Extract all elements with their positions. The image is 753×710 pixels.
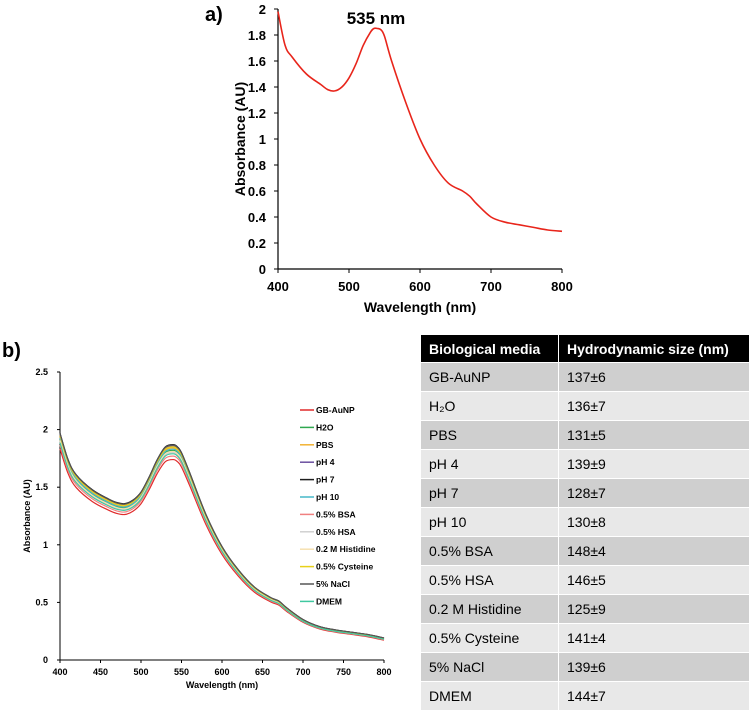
legend-label: 0.5% BSA [316, 509, 356, 519]
media-cell: 0.5% Cysteine [421, 624, 559, 653]
size-cell: 125±9 [559, 595, 750, 624]
size-cell: 128±7 [559, 479, 750, 508]
size-cell: 148±4 [559, 537, 750, 566]
size-cell: 137±6 [559, 363, 750, 392]
y-axis-title: Absorbance (AU) [22, 479, 32, 553]
media-cell: pH 10 [421, 508, 559, 537]
chart-a: 0 0.2 0.4 0.6 0.8 1 1.2 1.4 1.6 1.8 2 400 500 600 700 8… [0, 0, 753, 330]
y-tick-label: 0.5 [35, 597, 48, 607]
series-line-0-5-bsa [60, 445, 384, 640]
legend-label: 5% NaCl [316, 579, 350, 589]
size-cell: 136±7 [559, 392, 750, 421]
x-tick-label: 400 [267, 279, 289, 294]
x-tick-label: 700 [480, 279, 502, 294]
header-size: Hydrodynamic size (nm) [559, 335, 750, 363]
media-cell: 0.5% HSA [421, 566, 559, 595]
x-tick-label: 600 [214, 667, 229, 677]
size-cell: 144±7 [559, 682, 750, 710]
y-tick-label: 2 [259, 2, 266, 17]
y-tick-label: 2.5 [35, 367, 48, 377]
y-tick-label: 0.4 [248, 210, 267, 225]
media-cell: 0.2 M Histidine [421, 595, 559, 624]
media-cell: H₂O [421, 392, 559, 421]
y-tick-label: 0 [259, 262, 266, 277]
y-tick-label: 1.6 [248, 54, 266, 69]
x-tick-label: 700 [295, 667, 310, 677]
peak-annotation: 535 nm [347, 9, 406, 28]
media-cell: pH 4 [421, 450, 559, 479]
series-line-h2o [60, 439, 384, 639]
legend-label: 0.5% HSA [316, 527, 356, 537]
y-tick-label: 0 [43, 655, 48, 665]
legend-label: pH 7 [316, 475, 335, 485]
series-line-0-2-m-histidine [60, 440, 384, 639]
x-tick-label: 650 [255, 667, 270, 677]
legend-label: PBS [316, 440, 334, 450]
series-line-ph-10 [60, 438, 384, 639]
media-cell: 0.5% BSA [421, 537, 559, 566]
y-tick-label: 0.8 [248, 158, 266, 173]
series-line-0-5-cysteine [60, 435, 384, 638]
series-line-0-5-hsa [60, 441, 384, 639]
legend-label: H2O [316, 422, 334, 432]
x-tick-label: 450 [93, 667, 108, 677]
legend-label: DMEM [316, 596, 342, 606]
x-tick-label: 800 [376, 667, 391, 677]
legend-label: 0.5% Cysteine [316, 562, 373, 572]
header-media: Biological media [421, 335, 559, 363]
y-tick-label: 1.8 [248, 28, 266, 43]
legend-label: 0.2 M Histidine [316, 544, 376, 554]
y-tick-label: 0.2 [248, 236, 266, 251]
y-axis-title: Absorbance (AU) [232, 82, 248, 196]
x-tick-label: 600 [409, 279, 431, 294]
size-cell: 141±4 [559, 624, 750, 653]
size-cell: 139±9 [559, 450, 750, 479]
hydrodynamic-size-table: Biological media Hydrodynamic size (nm) … [421, 335, 750, 710]
y-tick-label: 1.4 [248, 80, 267, 95]
series-line-gb-aunp [278, 12, 562, 232]
y-tick-label: 1 [259, 132, 266, 147]
series-line-pbs [60, 437, 384, 639]
x-axis-title: Wavelength (nm) [364, 299, 476, 315]
media-cell: pH 7 [421, 479, 559, 508]
media-cell: 5% NaCl [421, 653, 559, 682]
size-cell: 130±8 [559, 508, 750, 537]
x-tick-label: 400 [52, 667, 67, 677]
size-cell: 146±5 [559, 566, 750, 595]
x-tick-label: 800 [551, 279, 573, 294]
media-cell: PBS [421, 421, 559, 450]
y-tick-label: 1.5 [35, 482, 48, 492]
y-tick-label: 2 [43, 425, 48, 435]
table-header-row: Biological media Hydrodynamic size (nm) [421, 335, 750, 363]
x-tick-label: 500 [338, 279, 360, 294]
y-tick-label: 1 [43, 540, 48, 550]
x-tick-label: 550 [174, 667, 189, 677]
x-axis-title: Wavelength (nm) [186, 680, 258, 690]
legend-label: pH 4 [316, 457, 335, 467]
series-line-dmem [60, 443, 384, 640]
y-tick-label: 1.2 [248, 106, 266, 121]
x-tick-label: 750 [336, 667, 351, 677]
y-tick-label: 0.6 [248, 184, 266, 199]
chart-b: 0 0.5 1 1.5 2 2.5 400 450 500 550 600 650 700 750 800 W… [0, 340, 415, 701]
x-tick-label: 500 [133, 667, 148, 677]
size-cell: 131±5 [559, 421, 750, 450]
media-cell: GB-AuNP [421, 363, 559, 392]
size-cell: 139±6 [559, 653, 750, 682]
legend-label: GB-AuNP [316, 405, 355, 415]
media-cell: DMEM [421, 682, 559, 710]
legend-label: pH 10 [316, 492, 339, 502]
